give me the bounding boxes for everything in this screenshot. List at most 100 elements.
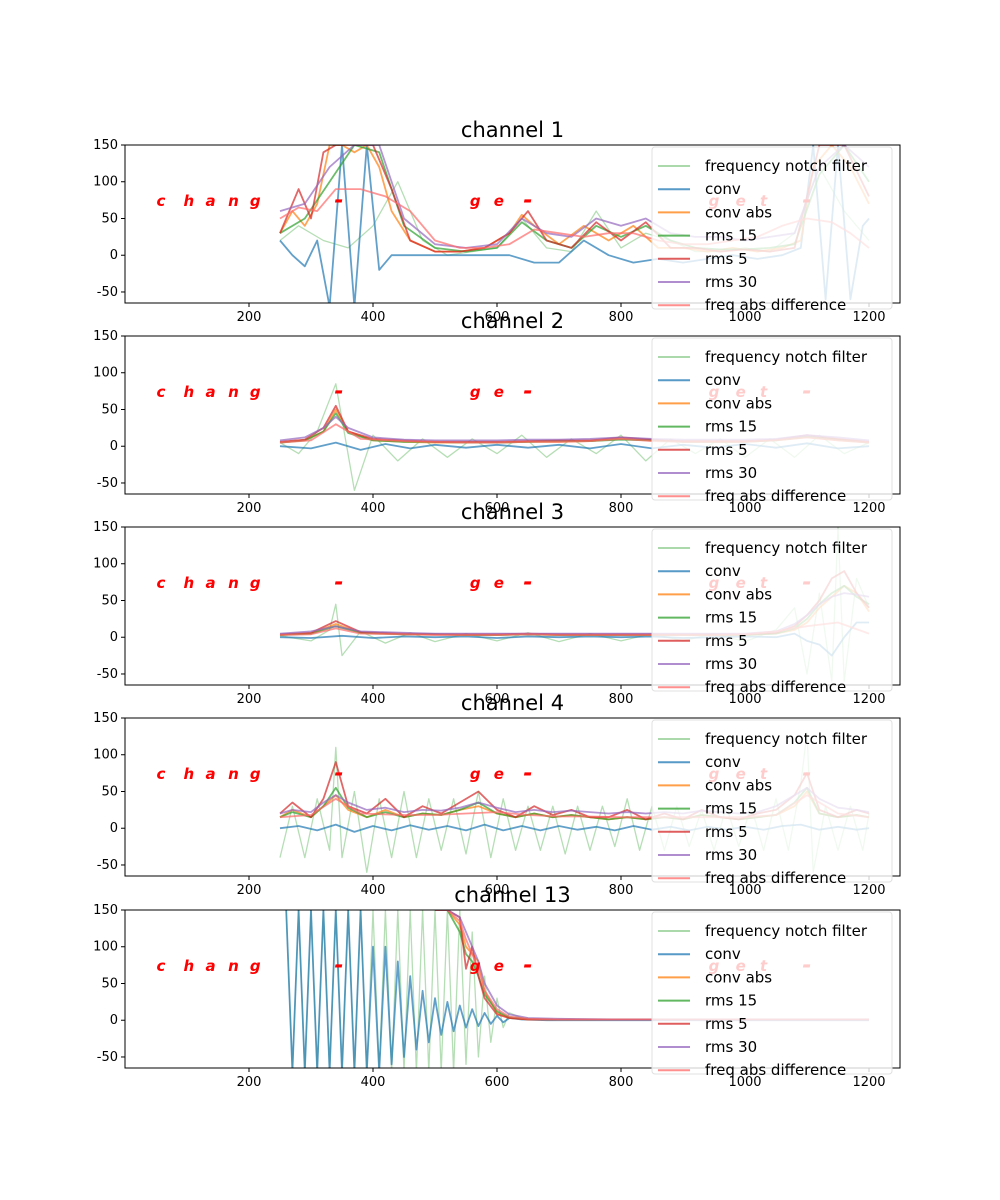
annotation-text: g <box>250 957 261 975</box>
x-tick-label: 1200 <box>852 310 885 325</box>
annotation-text: e <box>494 192 504 210</box>
legend-label: frequency notch filter <box>705 922 868 940</box>
legend-label: rms 30 <box>705 464 757 482</box>
annotation-text: a <box>205 957 215 975</box>
annotation-text: a <box>205 192 215 210</box>
x-tick-label: 1000 <box>728 501 761 516</box>
annotation-text: h <box>184 765 195 783</box>
legend-box <box>651 337 893 501</box>
legend-label: rms 30 <box>705 1038 757 1056</box>
subplot-title: channel 13 <box>454 883 571 907</box>
axes-frame <box>124 144 901 304</box>
annotation-text: g <box>470 957 481 975</box>
annotation-text: c <box>157 765 166 783</box>
annotation-text: - <box>334 380 343 405</box>
annotation-text: - <box>523 762 532 787</box>
legend-label: freq abs difference <box>705 487 846 505</box>
annotation-text: g <box>250 765 261 783</box>
y-tick-label: 50 <box>101 593 118 608</box>
annotation-text: - <box>523 571 532 596</box>
legend-label: rms 5 <box>705 1015 748 1033</box>
annotation-text: - <box>334 189 343 214</box>
annotation-text: a <box>205 383 215 401</box>
subplot-title: channel 3 <box>461 500 564 524</box>
legend-label: rms 15 <box>705 992 757 1010</box>
subplot-title: channel 1 <box>461 118 564 142</box>
x-tick-label: 400 <box>361 692 386 707</box>
legend-box <box>651 146 893 310</box>
y-tick-label: -50 <box>97 1050 118 1065</box>
legend-label: conv abs <box>705 776 772 794</box>
legend-label: conv <box>705 562 741 580</box>
legend-box <box>651 911 893 1075</box>
annotation-text: e <box>494 765 504 783</box>
legend-label: freq abs difference <box>705 1061 846 1079</box>
annotation-text: e <box>494 383 504 401</box>
annotation-text: n <box>228 192 239 210</box>
annotation-text: - <box>334 571 343 596</box>
x-tick-label: 800 <box>609 1075 634 1090</box>
legend-label: conv abs <box>705 203 772 221</box>
legend: frequency notch filter conv conv abs rms 15… <box>651 146 893 314</box>
x-tick-label: 800 <box>609 883 634 898</box>
legend-label: conv <box>705 180 741 198</box>
x-tick-label: 600 <box>485 310 510 325</box>
x-tick-label: 400 <box>361 883 386 898</box>
annotation-text: n <box>228 383 239 401</box>
y-tick-label: 50 <box>101 976 118 991</box>
y-tick-label: 0 <box>110 439 118 454</box>
annotation-text: h <box>184 383 195 401</box>
x-tick-label: 200 <box>237 501 262 516</box>
annotation-text: g <box>470 574 481 592</box>
subplot-4: channel 4chang-ge-get--50050100150200400… <box>93 691 901 898</box>
subplot-3: channel 3chang-ge-get--50050100150200400… <box>93 500 901 707</box>
y-tick-label: 0 <box>110 1013 118 1028</box>
annotation-text: g <box>470 765 481 783</box>
axes-frame <box>124 717 901 877</box>
annotation-text: h <box>184 574 195 592</box>
subplot-2: channel 2chang-ge-get--50050100150200400… <box>93 309 901 516</box>
legend-label: conv abs <box>705 968 772 986</box>
y-tick-label: 100 <box>93 940 118 955</box>
x-tick-label: 1000 <box>728 1075 761 1090</box>
legend-label: rms 15 <box>705 418 757 436</box>
legend-label: rms 30 <box>705 846 757 864</box>
y-tick-label: 150 <box>93 329 118 344</box>
annotation-text: a <box>205 765 215 783</box>
legend-label: frequency notch filter <box>705 730 868 748</box>
legend-label: rms 5 <box>705 632 748 650</box>
y-tick-label: 0 <box>110 821 118 836</box>
annotation-text: - <box>523 189 532 214</box>
x-tick-label: 1000 <box>728 883 761 898</box>
legend-label: frequency notch filter <box>705 157 868 175</box>
x-tick-label: 400 <box>361 310 386 325</box>
legend-label: rms 5 <box>705 441 748 459</box>
annotation-text: - <box>523 380 532 405</box>
annotation-text: n <box>228 957 239 975</box>
y-tick-label: 0 <box>110 248 118 263</box>
annotation-text: g <box>250 383 261 401</box>
legend-label: rms 15 <box>705 227 757 245</box>
x-tick-label: 800 <box>609 501 634 516</box>
legend-label: conv <box>705 753 741 771</box>
axes-frame <box>124 526 901 686</box>
annotation-text: - <box>334 954 343 979</box>
x-tick-label: 800 <box>609 692 634 707</box>
legend-label: conv <box>705 945 741 963</box>
legend-label: freq abs difference <box>705 678 846 696</box>
annotation-text: n <box>228 574 239 592</box>
legend-label: conv <box>705 371 741 389</box>
subplot-title: channel 2 <box>461 309 564 333</box>
legend-box <box>651 719 893 883</box>
x-tick-label: 200 <box>237 692 262 707</box>
x-tick-label: 1200 <box>852 692 885 707</box>
y-tick-label: 150 <box>93 711 118 726</box>
y-tick-label: 50 <box>101 402 118 417</box>
axes-frame <box>124 335 901 495</box>
x-tick-label: 600 <box>485 692 510 707</box>
annotation-text: e <box>494 957 504 975</box>
x-tick-label: 200 <box>237 310 262 325</box>
x-tick-label: 1200 <box>852 883 885 898</box>
legend-label: frequency notch filter <box>705 539 868 557</box>
subplot-1: channel 1chang-ge-get--50050100150200400… <box>93 118 901 325</box>
